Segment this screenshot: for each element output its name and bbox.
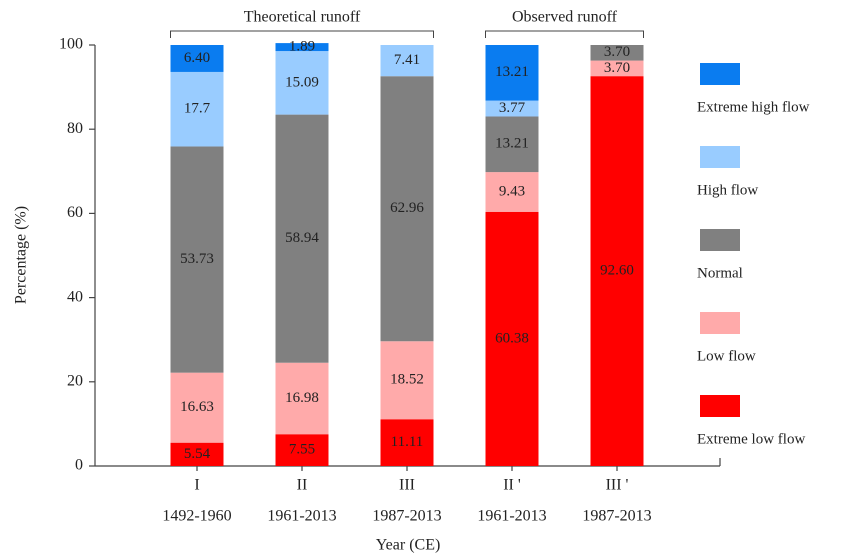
data-label: 15.09 <box>285 74 319 90</box>
data-label: 3.70 <box>604 44 630 60</box>
legend-swatch <box>700 312 740 334</box>
data-label: 92.60 <box>600 263 634 279</box>
bar-segment <box>170 146 224 373</box>
data-label: 3.77 <box>499 100 526 116</box>
group-label: Theoretical runoff <box>244 9 361 26</box>
legend-label: Extreme low flow <box>697 431 805 447</box>
data-label: 17.7 <box>184 101 211 117</box>
x-tick-label: III ' <box>606 477 629 494</box>
data-label: 11.11 <box>391 434 424 450</box>
y-tick-label: 40 <box>67 288 83 305</box>
bar-segment <box>485 45 539 101</box>
legend-label: High flow <box>697 182 758 198</box>
bar-segment <box>380 76 434 342</box>
legend-swatch <box>700 146 740 168</box>
legend-label: Normal <box>697 265 743 281</box>
y-tick-label: 0 <box>75 457 83 474</box>
y-axis-label: Percentage (%) <box>13 206 30 304</box>
bar-segment <box>485 172 539 212</box>
bar-segment <box>380 419 434 466</box>
group-bracket <box>170 30 434 38</box>
bar-segment <box>380 341 434 420</box>
data-label: 18.52 <box>390 372 424 388</box>
legend-label: Extreme high flow <box>697 99 810 115</box>
y-tick-label: 80 <box>67 120 83 137</box>
x-axis-label: Year (CE) <box>376 537 441 554</box>
data-label: 1.89 <box>289 39 315 55</box>
x-tick-label: III <box>399 477 415 494</box>
period-label: 1961-2013 <box>477 508 546 525</box>
data-label: 60.38 <box>495 330 529 346</box>
data-label: 16.63 <box>180 399 214 415</box>
bar-segment <box>170 71 224 147</box>
group-bracket <box>485 30 644 38</box>
legend-swatch <box>700 395 740 417</box>
bar-segment <box>485 116 539 173</box>
bar-segment <box>275 43 329 52</box>
data-label: 7.55 <box>289 442 315 458</box>
data-label: 9.43 <box>499 183 525 199</box>
bar-segment <box>590 60 644 77</box>
legend-swatch <box>700 229 740 251</box>
data-label: 5.54 <box>184 446 211 462</box>
x-tick-label: II ' <box>503 477 521 494</box>
period-label: 1987-2013 <box>372 508 441 525</box>
bar-segment <box>170 442 224 466</box>
bar-segment <box>590 45 644 61</box>
group-label: Observed runoff <box>512 9 618 26</box>
bar-segment <box>590 76 644 467</box>
data-label: 6.40 <box>184 50 210 66</box>
data-label: 16.98 <box>285 390 319 406</box>
bar-segment <box>275 114 329 363</box>
bar-segment <box>485 100 539 117</box>
data-label: 13.21 <box>495 136 529 152</box>
data-label: 62.96 <box>390 200 424 216</box>
period-label: 1492-1960 <box>162 508 231 525</box>
legend-swatch <box>700 63 740 85</box>
data-label: 58.94 <box>285 230 319 246</box>
y-tick-label: 60 <box>67 204 83 221</box>
bar-segment <box>485 211 539 466</box>
bar-segment <box>275 362 329 435</box>
bar-segment <box>170 372 224 443</box>
data-label: 53.73 <box>180 251 214 267</box>
legend-label: Low flow <box>697 348 756 364</box>
x-tick-label: I <box>194 477 199 494</box>
bar-segment <box>275 434 329 466</box>
x-tick-label: II <box>297 477 308 494</box>
data-label: 7.41 <box>394 52 420 68</box>
data-label: 3.70 <box>604 60 630 76</box>
y-tick-label: 100 <box>59 36 83 53</box>
bar-segment <box>170 45 224 72</box>
y-tick-label: 20 <box>67 372 83 389</box>
period-label: 1987-2013 <box>582 508 651 525</box>
period-label: 1961-2013 <box>267 508 336 525</box>
bar-segment <box>380 45 434 77</box>
bar-segment <box>275 51 329 115</box>
data-label: 13.21 <box>495 64 529 80</box>
